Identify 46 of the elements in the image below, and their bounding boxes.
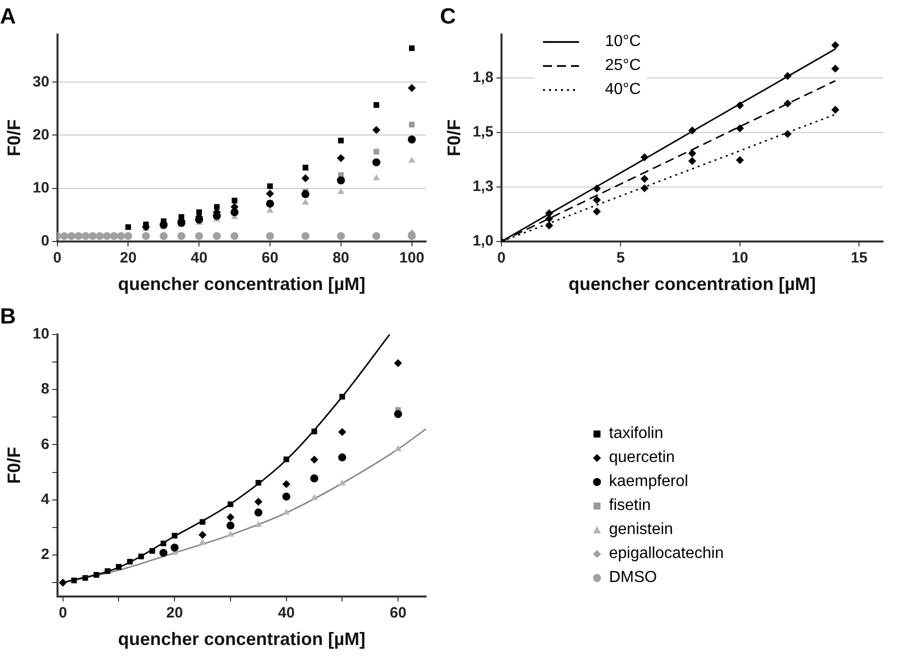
y-tick-label: 2 bbox=[40, 546, 50, 564]
x-tick-label: 0 bbox=[497, 250, 506, 267]
x-tick-label: 15 bbox=[850, 250, 868, 267]
y-tick-label: 0 bbox=[40, 232, 50, 250]
chart-title: B bbox=[0, 303, 16, 328]
x-axis-title: quencher concentration [µM] bbox=[118, 274, 366, 294]
y-tick-label: 1,3 bbox=[472, 178, 494, 196]
y-tick-label: 10 bbox=[32, 326, 50, 343]
legend-label: quercetin bbox=[609, 449, 675, 467]
y-axis-title: F0/F bbox=[4, 119, 24, 156]
legend-label: taxifolin bbox=[609, 425, 664, 443]
x-axis-title: quencher concentration [µM] bbox=[118, 629, 366, 650]
legend-label: 10°C bbox=[605, 33, 641, 51]
legend-label: genistein bbox=[609, 521, 674, 539]
x-tick-label: 40 bbox=[278, 604, 295, 622]
x-tick-label: 100 bbox=[399, 250, 424, 267]
legend-label: 25°C bbox=[605, 57, 641, 75]
legend-label: fisetin bbox=[609, 497, 651, 515]
x-tick-label: 5 bbox=[616, 250, 625, 267]
x-tick-label: 20 bbox=[120, 250, 137, 267]
x-tick-label: 40 bbox=[190, 250, 208, 267]
chart-title: A bbox=[0, 3, 16, 28]
y-tick-label: 20 bbox=[32, 126, 50, 144]
y-tick-label: 1,5 bbox=[472, 124, 494, 141]
y-tick-label: 8 bbox=[40, 380, 50, 398]
x-tick-label: 20 bbox=[166, 604, 183, 622]
x-tick-label: 10 bbox=[732, 250, 748, 267]
y-tick-label: 6 bbox=[40, 436, 50, 453]
legend-label: DMSO bbox=[609, 569, 657, 587]
y-axis-title: F0/F bbox=[444, 119, 464, 156]
x-tick-label: 80 bbox=[332, 250, 350, 267]
x-tick-label: 0 bbox=[53, 250, 62, 267]
x-tick-label: 60 bbox=[390, 604, 406, 622]
y-tick-label: 1,8 bbox=[472, 69, 494, 86]
legend-label: epigallocatechin bbox=[609, 545, 724, 563]
y-tick-label: 10 bbox=[32, 179, 50, 196]
legend-label: 40°C bbox=[605, 81, 641, 99]
legend-label: kaempferol bbox=[609, 473, 688, 491]
chart-title: C bbox=[440, 3, 456, 28]
y-tick-label: 1,0 bbox=[472, 232, 494, 250]
y-tick-label: 30 bbox=[32, 73, 50, 90]
y-axis-title: F0/F bbox=[4, 446, 24, 484]
x-tick-label: 60 bbox=[262, 250, 278, 267]
y-tick-label: 4 bbox=[40, 491, 50, 508]
x-tick-label: 0 bbox=[58, 604, 68, 622]
x-axis-title: quencher concentration [µM] bbox=[568, 274, 816, 294]
